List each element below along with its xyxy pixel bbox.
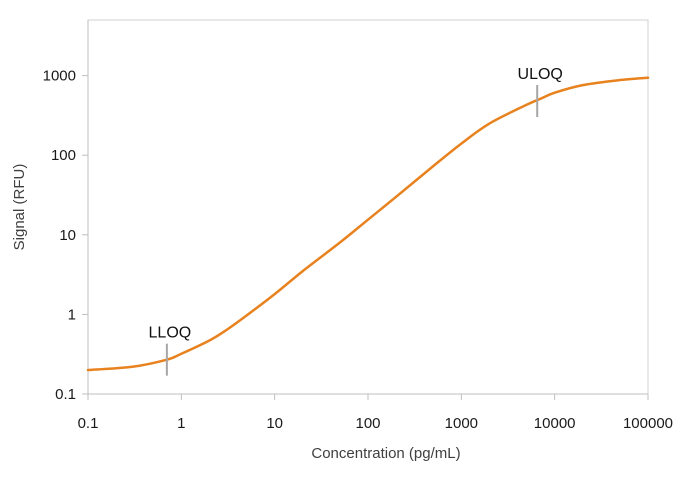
y-axis-ticks: 0.1 1 10 100 1000 bbox=[43, 68, 88, 403]
series-line bbox=[86, 76, 650, 372]
x-tick-label: 10000 bbox=[534, 415, 576, 432]
x-tick-label: 10 bbox=[266, 415, 283, 432]
x-tick-label: 0.1 bbox=[78, 415, 99, 432]
x-tick-label: 100000 bbox=[623, 415, 673, 432]
y-tick-label: 100 bbox=[51, 147, 76, 164]
y-axis-title: Signal (RFU) bbox=[11, 164, 28, 251]
y-tick-label: 1 bbox=[68, 306, 76, 323]
annotation-label: ULOQ bbox=[518, 66, 563, 83]
plot-area-frame bbox=[87, 19, 649, 395]
x-tick-label: 1 bbox=[177, 415, 185, 432]
x-axis-title: Concentration (pg/mL) bbox=[311, 445, 460, 462]
series-layer bbox=[86, 76, 650, 372]
annotation-label: LLOQ bbox=[149, 325, 192, 342]
y-tick-label: 0.1 bbox=[55, 386, 76, 403]
y-tick-label: 1000 bbox=[43, 68, 76, 85]
x-tick-label: 1000 bbox=[445, 415, 478, 432]
annotations: LLOQ ULOQ bbox=[149, 66, 563, 376]
y-tick-label: 10 bbox=[59, 227, 76, 244]
x-axis-ticks: 0.1 1 10 100 1000 10000 100000 bbox=[78, 394, 673, 432]
x-tick-label: 100 bbox=[355, 415, 380, 432]
